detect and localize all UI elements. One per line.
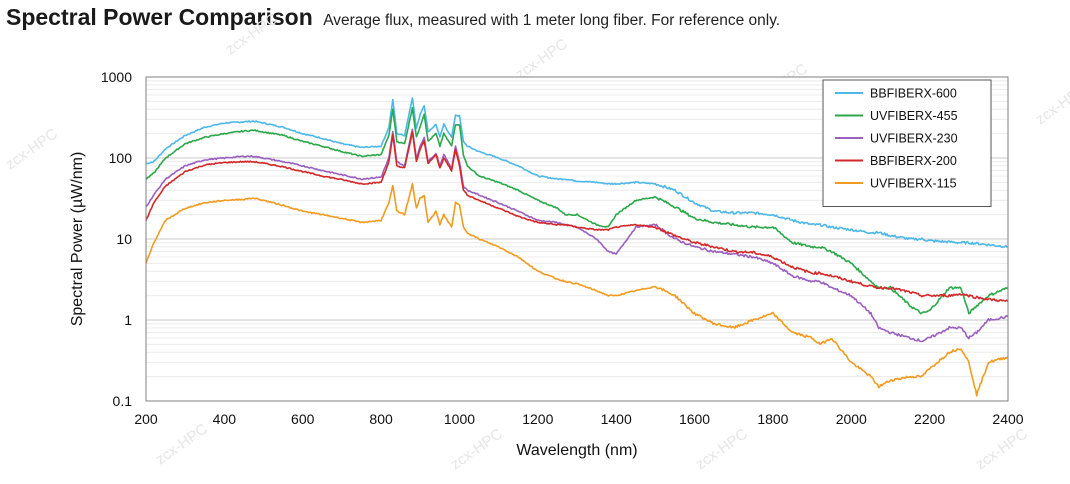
x-tick-label: 1800: [757, 411, 788, 427]
y-axis-label: Spectral Power (µW/nm): [69, 152, 86, 327]
plot-frame: [145, 76, 1009, 402]
chart-subtitle: Average flux, measured with 1 meter long…: [323, 12, 781, 29]
legend-label: UVFIBERX-455: [870, 109, 958, 123]
series-layer: [145, 97, 1009, 397]
legend-label: UVFIBERX-115: [870, 177, 957, 191]
watermark-text: zcx-HPC: [973, 425, 1031, 473]
watermark-text: zcx-HPC: [693, 425, 751, 473]
x-tick-label: 2200: [914, 411, 945, 427]
y-tick-label: 10: [116, 231, 132, 247]
legend-label: BBFIBERX-600: [870, 87, 957, 101]
x-tick-label: 1000: [444, 411, 475, 427]
watermark-text: zcx-HPC: [1033, 80, 1070, 128]
series-line-uvfiberx-455: [145, 106, 1009, 315]
x-tick-label: 1400: [601, 411, 632, 427]
watermark-text: zcx-HPC: [448, 425, 506, 473]
chart-title: Spectral Power Comparison: [6, 4, 313, 30]
legend-label: UVFIBERX-230: [870, 132, 958, 146]
x-tick-labels: 200 400 600 800 1000 1200 1400 1600 1800 2000 2200…: [134, 411, 1023, 427]
x-tick-label: 1200: [522, 411, 553, 427]
y-tick-label: 1: [124, 312, 132, 328]
chart-header: Spectral Power Comparison Average flux, …: [6, 4, 780, 31]
x-tick-label: 1600: [679, 411, 710, 427]
y-tick-label: 0.1: [113, 393, 133, 409]
series-line-bbfiberx-600: [145, 97, 1009, 249]
x-tick-label: 800: [369, 411, 393, 427]
legend: BBFIBERX-600 UVFIBERX-455 UVFIBERX-230 BBFI…: [822, 79, 992, 207]
x-tick-label: 2000: [836, 411, 867, 427]
watermark-text: zcx-HPC: [513, 35, 571, 83]
x-tick-label: 600: [291, 411, 315, 427]
watermark-text: zcx-HPC: [3, 125, 61, 173]
x-axis-label: Wavelength (nm): [516, 442, 637, 459]
series-line-uvfiberx-230: [145, 128, 1009, 343]
series-line-bbfiberx-200: [145, 131, 1009, 303]
y-tick-labels: 0.1 1 10 100 1000: [101, 69, 132, 409]
x-tick-label: 200: [134, 411, 158, 427]
legend-label: BBFIBERX-200: [870, 154, 957, 168]
x-tick-label: 400: [213, 411, 237, 427]
watermark-text: zcx-HPC: [153, 420, 211, 468]
y-tick-label: 1000: [101, 69, 132, 85]
legend-box: [822, 79, 992, 207]
y-tick-label: 100: [109, 150, 133, 166]
series-line-uvfiberx-115: [145, 182, 1009, 397]
x-tick-label: 2400: [992, 411, 1023, 427]
watermark-text: zcx-HPC: [223, 10, 281, 58]
